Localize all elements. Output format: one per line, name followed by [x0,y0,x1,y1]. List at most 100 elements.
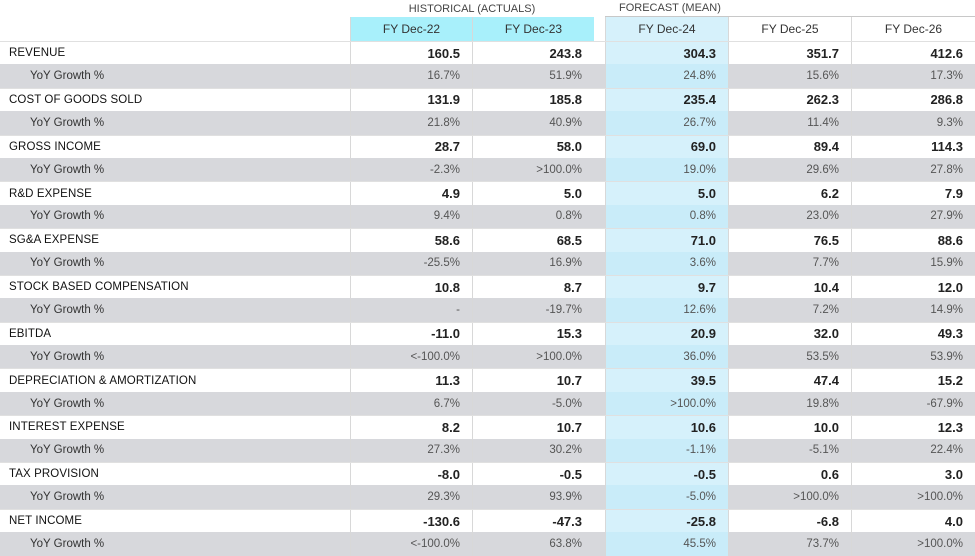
growth-row: YoY Growth % 29.3% 93.9% -5.0% >100.0% >100.0… [0,485,975,509]
metric-row: TAX PROVISION -8.0 -0.5 -0.5 0.6 3.0 [0,462,975,486]
value-cell: 131.9 [350,88,472,112]
value-cell: 4.0 [851,509,975,533]
growth-row: YoY Growth % <-100.0% >100.0% 36.0% 53.5% 53.… [0,345,975,369]
value-cell: 89.4 [728,135,851,158]
value-cell: 17.3% [851,64,975,88]
growth-label: YoY Growth % [30,444,105,457]
growth-label: YoY Growth % [30,210,105,223]
column-header-row: FY Dec-22 FY Dec-23 FY Dec-24 FY Dec-25 … [0,17,975,41]
value-cell: 5.0 [472,182,594,205]
metric-label: GROSS INCOME [9,140,101,153]
growth-row: YoY Growth % -25.5% 16.9% 3.6% 7.7% 15.9% [0,251,975,275]
value-cell: 351.7 [728,42,851,65]
value-cell: 29.6% [728,157,851,182]
value-cell: 10.4 [728,275,851,299]
value-cell: 7.7% [728,251,851,275]
value-cell: 9.3% [851,111,975,135]
metric-label: INTEREST EXPENSE [9,421,125,434]
value-cell: 12.3 [851,416,975,439]
value-cell: 36.0% [605,345,728,369]
value-cell: 21.8% [350,111,472,135]
value-cell: -5.1% [728,438,851,463]
forecast-group-header: FORECAST (MEAN) [605,0,975,17]
value-cell: 39.5 [605,369,728,392]
value-cell: -6.8 [728,509,851,533]
value-cell: 53.9% [851,345,975,369]
value-cell: 12.0 [851,275,975,299]
value-cell: 16.7% [350,64,472,88]
value-cell: 20.9 [605,322,728,346]
value-cell: 7.9 [851,182,975,205]
value-cell: 63.8% [472,532,594,556]
value-cell: -19.7% [472,298,594,322]
value-cell: - [350,298,472,322]
value-cell: 76.5 [728,229,851,252]
metric-row: REVENUE 160.5 243.8 304.3 351.7 412.6 [0,41,975,65]
column-header-fy-dec-23[interactable]: FY Dec-23 [472,17,594,41]
metric-label: NET INCOME [9,515,82,527]
value-cell: >100.0% [472,345,594,369]
value-cell: 47.4 [728,369,851,392]
value-cell: 27.8% [851,157,975,182]
growth-label: YoY Growth % [30,350,105,363]
column-header-fy-dec-24[interactable]: FY Dec-24 [605,17,728,41]
value-cell: 12.6% [605,298,728,322]
value-cell: 6.2 [728,182,851,205]
historical-group-header: HISTORICAL (ACTUALS) [350,0,594,18]
value-cell: >100.0% [605,391,728,416]
value-cell: 40.9% [472,111,594,135]
value-cell: -5.0% [605,485,728,509]
growth-label: YoY Growth % [30,116,105,129]
value-cell: -130.6 [350,509,472,533]
value-cell: 286.8 [851,88,975,112]
value-cell: -25.5% [350,251,472,275]
table-body: REVENUE 160.5 243.8 304.3 351.7 412.6 YoY Grow… [0,41,975,556]
value-cell: 16.9% [472,251,594,275]
metric-label: STOCK BASED COMPENSATION [9,281,189,294]
value-cell: 5.0 [605,182,728,205]
value-cell: 71.0 [605,229,728,252]
growth-row: YoY Growth % - -19.7% 12.6% 7.2% 14.9% [0,298,975,322]
metric-label: EBITDA [9,327,52,340]
value-cell: -0.5 [472,463,594,486]
growth-row: YoY Growth % 27.3% 30.2% -1.1% -5.1% 22.4% [0,438,975,463]
column-header-fy-dec-25[interactable]: FY Dec-25 [728,17,851,41]
metric-row: NET INCOME -130.6 -47.3 -25.8 -6.8 4.0 [0,508,975,533]
value-cell: 93.9% [472,485,594,509]
value-cell: -11.0 [350,322,472,346]
metric-label: REVENUE [9,47,66,60]
metric-row: GROSS INCOME 28.7 58.0 69.0 89.4 114.3 [0,134,975,158]
value-cell: 185.8 [472,88,594,112]
growth-label: YoY Growth % [30,257,105,270]
value-cell: 27.9% [851,204,975,229]
metric-label: DEPRECIATION & AMORTIZATION [9,374,197,387]
column-header-fy-dec-22[interactable]: FY Dec-22 [350,17,472,41]
value-cell: 114.3 [851,135,975,158]
value-cell: >100.0% [472,157,594,182]
value-cell: 14.9% [851,298,975,322]
value-cell: >100.0% [851,485,975,509]
value-cell: 4.9 [350,182,472,205]
value-cell: 160.5 [350,42,472,65]
growth-row: YoY Growth % 16.7% 51.9% 24.8% 15.6% 17.3% [0,64,975,88]
growth-row: YoY Growth % 6.7% -5.0% >100.0% 19.8% -67.9% [0,391,975,416]
value-cell: 262.3 [728,88,851,112]
value-cell: -2.3% [350,157,472,182]
column-header-fy-dec-26[interactable]: FY Dec-26 [851,17,975,41]
value-cell: >100.0% [728,485,851,509]
growth-label: YoY Growth % [30,303,105,316]
value-cell: 412.6 [851,42,975,65]
metric-row: DEPRECIATION & AMORTIZATION 11.3 10.7 39.5 4… [0,368,975,392]
growth-row: YoY Growth % 21.8% 40.9% 26.7% 11.4% 9.3% [0,111,975,135]
metric-row: R&D EXPENSE 4.9 5.0 5.0 6.2 7.9 [0,181,975,205]
metric-row: COST OF GOODS SOLD 131.9 185.8 235.4 262.3 28… [0,87,975,112]
value-cell: -0.5 [605,463,728,486]
value-cell: 11.4% [728,111,851,135]
value-cell: 28.7 [350,135,472,158]
metric-row: STOCK BASED COMPENSATION 10.8 8.7 9.7 10.4 12… [0,274,975,299]
value-cell: 9.4% [350,204,472,229]
value-cell: 15.3 [472,322,594,346]
value-cell: 11.3 [350,369,472,392]
growth-label: YoY Growth % [30,397,105,410]
value-cell: 53.5% [728,345,851,369]
